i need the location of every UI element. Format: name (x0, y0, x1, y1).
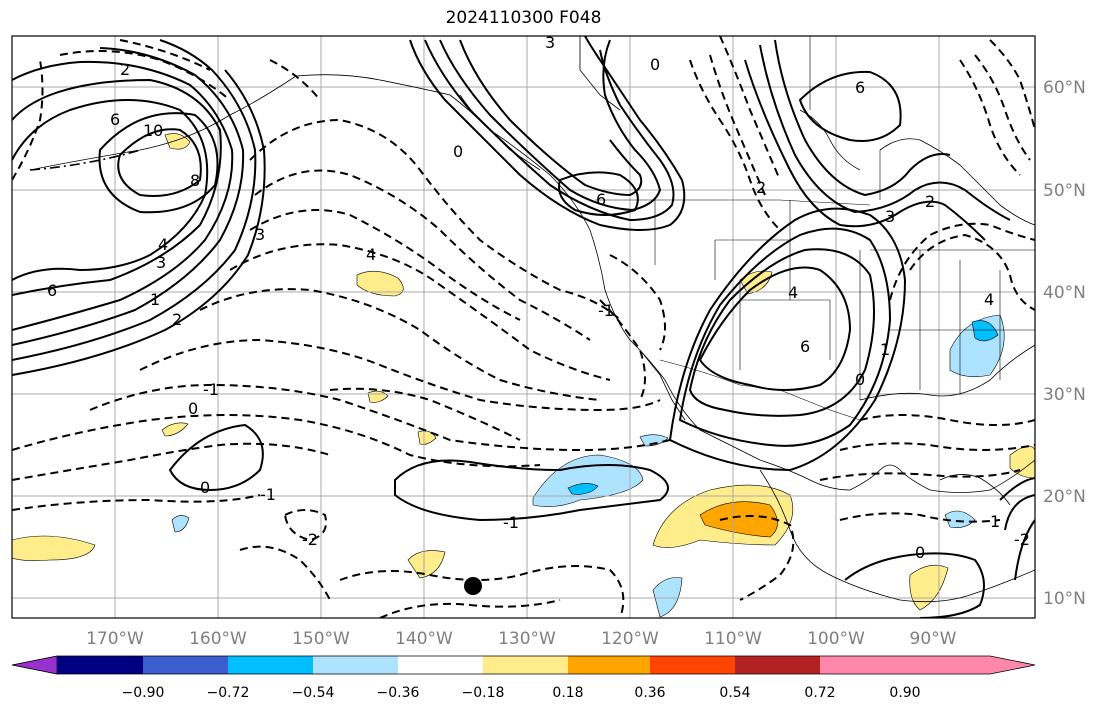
colorbar-tick-label: 0.90 (889, 685, 920, 701)
colorbar-segment (228, 656, 313, 674)
colorbar-tick-label: −0.36 (377, 685, 420, 701)
colorbar-segment (483, 656, 568, 674)
contour-label: 4 (158, 235, 168, 254)
colorbar-segment (820, 656, 905, 674)
colorbar-tick-label: 0.18 (552, 685, 583, 701)
lat-label: 50°N (1043, 181, 1086, 201)
contour-label: -1 (598, 301, 614, 320)
lon-label: 90°W (910, 629, 957, 649)
lat-label: 20°N (1043, 487, 1086, 507)
contour-label: 6 (110, 110, 120, 129)
contour-label: 6 (596, 190, 606, 209)
map-title: 2024110300 F048 (445, 8, 602, 28)
map-area (12, 36, 1035, 618)
contour-label: -1 (503, 513, 519, 532)
contour-label: 4 (366, 245, 376, 264)
lon-label: 150°W (292, 629, 350, 649)
colorbar-segment (313, 656, 398, 674)
colorbar-tick-label: −0.90 (122, 685, 165, 701)
contour-label: 0 (915, 543, 925, 562)
anomaly-patch (12, 535, 96, 561)
anomaly-patch (652, 577, 683, 618)
location-marker (464, 577, 482, 595)
lat-label: 60°N (1043, 78, 1086, 98)
contour-label: 0 (650, 55, 660, 74)
lon-label: 140°W (395, 629, 453, 649)
contour-label: 10 (143, 121, 163, 140)
colorbar-segment (568, 656, 650, 674)
colorbar-tick-label: −0.72 (207, 685, 250, 701)
contour-label: 6 (855, 78, 865, 97)
colorbar-segment (143, 656, 228, 674)
colorbar-tick-label: −0.18 (462, 685, 505, 701)
anomaly-patch (407, 550, 446, 579)
contour-labels: 10 8 6 6 4 3 2 1 0 -1 0 -1 -2 4 3 2 0 -1… (47, 33, 1030, 562)
colorbar-segment (57, 656, 143, 674)
contour-label: 3 (885, 207, 895, 226)
colorbar-extend-high (905, 656, 1035, 674)
map-border (11, 35, 1036, 619)
contour-label: 0 (453, 142, 463, 161)
colorbar-segment (650, 656, 735, 674)
contour-label: 3 (255, 225, 265, 244)
contour-label: 0 (200, 478, 210, 497)
colorbar-segment (735, 656, 820, 674)
anomaly-patch (639, 434, 669, 447)
contour-label: 2 (756, 178, 766, 197)
colorbar-tick-label: 0.72 (804, 685, 835, 701)
colorbar-tick-label: −0.54 (292, 685, 335, 701)
colorbar-segment (398, 656, 483, 674)
contour-label: -2 (1014, 530, 1030, 549)
anomaly-patch (161, 422, 189, 437)
contour-label: 6 (47, 281, 57, 300)
contour-label: 2 (925, 192, 935, 211)
contour-label: 3 (545, 33, 555, 52)
anomaly-patch (909, 564, 949, 611)
contour-label: 4 (984, 290, 994, 309)
lat-label: 40°N (1043, 283, 1086, 303)
colorbar-tick-label: 0.54 (719, 685, 750, 701)
anomaly-patch (567, 483, 599, 495)
anomaly-patch (171, 515, 190, 533)
anomaly-patch (944, 510, 976, 528)
lon-label: 160°W (189, 629, 247, 649)
contour-label: 2 (120, 60, 130, 79)
anomaly-patch (971, 320, 999, 342)
contours-dashdot (29, 149, 141, 171)
contours-negative (12, 36, 1035, 618)
lon-label: 120°W (601, 629, 659, 649)
contour-label: 0 (855, 370, 865, 389)
contour-label: 1 (990, 512, 1000, 531)
contour-label: -1 (260, 485, 276, 504)
contour-label: 1 (150, 290, 160, 309)
longitude-labels: 170°W 160°W 150°W 140°W 130°W 120°W 110°… (86, 629, 957, 649)
lat-lon-grid (12, 36, 1035, 618)
contour-label: 6 (800, 337, 810, 356)
lon-label: 170°W (86, 629, 144, 649)
contour-label: 8 (190, 171, 200, 190)
colorbar-extend-low (11, 655, 58, 675)
contour-label: 0 (188, 399, 198, 418)
lon-label: 100°W (807, 629, 865, 649)
colorbar: −0.90 −0.72 −0.54 −0.36 −0.18 0.18 0.36 … (11, 655, 1036, 701)
lat-label: 10°N (1043, 589, 1086, 609)
lon-label: 130°W (498, 629, 556, 649)
anomaly-patch (532, 454, 644, 507)
contour-label: -1 (203, 380, 219, 399)
colorbar-tick-label: 0.36 (634, 685, 665, 701)
contour-label: 3 (156, 253, 166, 272)
contour-label: 2 (172, 310, 182, 329)
contour-label: -2 (302, 530, 318, 549)
lat-label: 30°N (1043, 385, 1086, 405)
lon-label: 110°W (704, 629, 762, 649)
contours-positive (12, 36, 1035, 618)
contour-label: 1 (880, 340, 890, 359)
contour-label: 4 (788, 283, 798, 302)
latitude-labels: 60°N 50°N 40°N 30°N 20°N 10°N (1043, 78, 1086, 609)
